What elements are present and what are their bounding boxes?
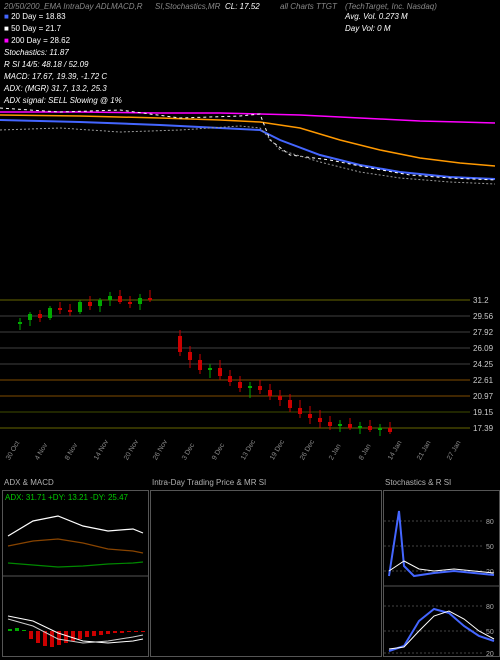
stochastics-panel: 805020805020 <box>383 490 500 657</box>
svg-text:29.56: 29.56 <box>473 312 494 321</box>
svg-text:22.61: 22.61 <box>473 376 494 385</box>
main-ema-chart <box>0 0 500 200</box>
svg-text:20.97: 20.97 <box>473 392 494 401</box>
svg-text:80: 80 <box>486 604 494 611</box>
svg-text:50: 50 <box>486 544 494 551</box>
svg-text:26.09: 26.09 <box>473 344 494 353</box>
panel-label-stoch: Stochastics & R SI <box>385 478 451 487</box>
stoch-svg: 805020805020 <box>384 491 499 656</box>
svg-text:20: 20 <box>486 651 494 656</box>
svg-text:80: 80 <box>486 519 494 526</box>
svg-text:17.39: 17.39 <box>473 424 494 433</box>
adx-svg <box>3 491 148 656</box>
adx-macd-panel: ADX: 31.71 +DY: 13.21 -DY: 25.47 <box>2 490 149 657</box>
svg-text:24.25: 24.25 <box>473 360 494 369</box>
panel-label-intra: Intra-Day Trading Price & MR SI <box>152 478 266 487</box>
svg-text:27.92: 27.92 <box>473 328 494 337</box>
intraday-panel <box>150 490 382 657</box>
panel-label-adx: ADX & MACD <box>4 478 54 487</box>
svg-text:31.2: 31.2 <box>473 296 489 305</box>
svg-text:19.15: 19.15 <box>473 408 494 417</box>
